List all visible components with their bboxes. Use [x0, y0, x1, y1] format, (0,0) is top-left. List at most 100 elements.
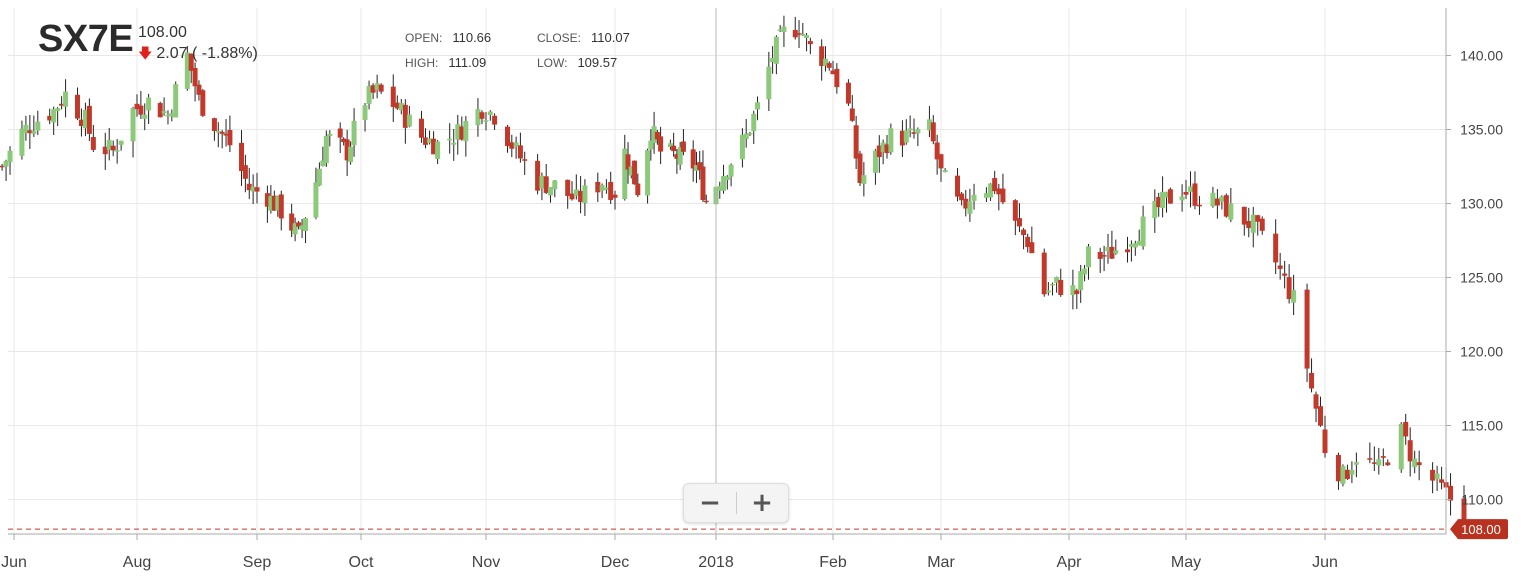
candle-body — [1353, 462, 1359, 465]
candle-body — [599, 184, 605, 191]
candle-body — [316, 168, 322, 186]
candle-body — [876, 145, 882, 158]
candle-body — [1448, 485, 1454, 501]
candle-body — [612, 194, 618, 198]
candle-body — [539, 175, 545, 189]
candle-body — [996, 188, 1002, 195]
y-tick-label: 110.00 — [1461, 492, 1503, 508]
candle-body — [165, 114, 171, 117]
candle-body — [569, 193, 575, 200]
candle-body — [770, 57, 776, 63]
y-tick-label: 135.00 — [1460, 122, 1503, 138]
x-tick-label: Mar — [927, 554, 955, 571]
candle-body — [239, 142, 245, 171]
candle-body — [1214, 198, 1220, 206]
candle-body — [872, 150, 878, 173]
candle-body — [200, 90, 206, 116]
candle-body — [739, 134, 745, 160]
close-value: 110.07 — [591, 30, 630, 45]
candle-body — [915, 129, 921, 134]
candle-body — [1016, 218, 1022, 227]
candle-body — [1371, 462, 1377, 464]
candle-body — [747, 133, 753, 135]
candle-body — [1291, 290, 1297, 303]
candle-body — [142, 114, 148, 119]
candle-body — [1434, 473, 1440, 480]
candle-body — [888, 128, 894, 153]
candle-body — [146, 97, 152, 111]
candle-body — [535, 160, 541, 191]
candle-body — [211, 118, 217, 132]
candle-body — [1335, 454, 1341, 482]
x-tick-label: Aug — [123, 554, 151, 571]
candle-body — [110, 145, 116, 151]
candle-body — [667, 143, 673, 147]
candle-body — [1385, 462, 1391, 466]
candle-body — [184, 52, 190, 90]
candle-body — [374, 83, 380, 90]
candle-body — [1136, 240, 1142, 246]
gridlines — [8, 8, 1446, 534]
zoom-out-button[interactable]: − — [699, 488, 721, 518]
candle-body — [513, 142, 519, 147]
low-label: LOW: — [537, 56, 568, 70]
candle-body — [118, 140, 124, 145]
candle-body — [671, 145, 677, 152]
candle-body — [1029, 242, 1035, 254]
candle-body — [992, 178, 998, 192]
candle-body — [880, 142, 886, 152]
last-price-label: 108.00 — [1461, 522, 1501, 537]
candle-body — [565, 179, 571, 196]
candle-body — [303, 218, 309, 232]
candle-body — [930, 122, 936, 142]
x-tick-label: Feb — [819, 554, 847, 571]
candle-body — [268, 196, 274, 211]
candle-body — [435, 141, 441, 160]
candle-body — [1228, 203, 1234, 220]
candle-body — [27, 130, 33, 134]
candle-body — [7, 150, 13, 163]
change-text: 2.07 ( -1.88%) — [156, 45, 258, 62]
candle-body — [632, 160, 638, 185]
candle-body — [1152, 201, 1158, 219]
open-label: OPEN: — [405, 31, 443, 45]
candle-body — [907, 128, 913, 131]
zoom-in-button[interactable]: + — [751, 488, 773, 518]
candle-body — [934, 142, 940, 160]
candle-body — [1105, 247, 1111, 252]
candle-body — [777, 29, 783, 32]
candle-body — [327, 133, 333, 137]
candle-body — [362, 105, 368, 121]
candle-body — [1376, 459, 1382, 466]
candle-body — [3, 161, 9, 167]
candle-body — [227, 130, 233, 146]
candle-body — [743, 133, 749, 139]
candle-body — [55, 108, 61, 111]
candle-body — [313, 182, 319, 218]
candle-body — [487, 111, 493, 116]
candles — [0, 15, 1467, 535]
candle-body — [1164, 192, 1169, 198]
candle-body — [1167, 189, 1173, 204]
candle-body — [955, 175, 961, 197]
candle-body — [938, 154, 944, 169]
candle-body — [509, 142, 515, 149]
candle-body — [834, 68, 840, 88]
candle-body — [169, 113, 175, 117]
candle-body — [394, 102, 400, 109]
candle-body — [800, 33, 806, 36]
candle-body — [1255, 215, 1261, 222]
candle-body — [130, 108, 136, 142]
candle-body — [292, 223, 298, 235]
candle-body — [899, 130, 905, 146]
price-change: 🡇 2.07 ( -1.88%) — [138, 43, 258, 67]
candle-body — [1398, 423, 1404, 470]
candle-body — [86, 105, 92, 134]
candle-body — [849, 108, 855, 121]
candle-body — [1140, 216, 1146, 247]
candle-body — [807, 41, 813, 45]
candle-body — [74, 94, 80, 119]
candle-body — [337, 128, 343, 138]
candle-body — [654, 132, 660, 140]
